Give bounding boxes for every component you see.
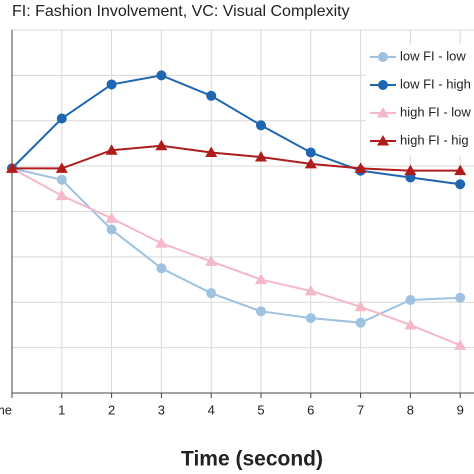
marker [155,237,168,248]
marker [455,179,466,190]
marker [206,288,217,299]
x-tick-label: 6 [307,402,314,417]
marker [454,164,467,176]
series-line [11,74,461,186]
marker [305,313,316,324]
marker [255,151,267,162]
x-tick-label: 8 [407,402,414,417]
marker [106,79,117,90]
marker [377,135,389,146]
marker [55,162,68,173]
marker [155,139,168,151]
series-line [11,167,461,347]
marker [205,146,218,158]
chart-title: FI: Fashion Involvement, VC: Visual Comp… [12,3,350,20]
marker [205,255,218,266]
series-line [11,167,461,324]
x-axis-title: Time (second) [181,448,323,471]
x-tick-label: 9 [457,402,464,417]
legend-label: high FI - hig [400,132,469,147]
marker [378,80,388,90]
x-tick-label: 1 [58,402,65,417]
x-tick-label: 4 [208,402,215,417]
marker [404,318,417,330]
marker [405,294,416,305]
marker [156,263,167,274]
x-tick-label: 2 [108,402,115,417]
marker [56,174,67,185]
marker [354,162,367,173]
legend-label: low FI - low [400,48,466,63]
marker [305,147,316,158]
marker [56,113,67,124]
marker [377,107,389,118]
marker [156,70,167,81]
series-line [12,144,461,172]
marker [255,273,267,285]
x-tick-label: 3 [158,402,165,417]
marker [106,224,117,235]
x-tick-label: 5 [257,402,264,417]
marker [404,164,417,176]
marker [304,157,317,169]
legend-label: low FI - high [400,76,471,91]
marker [105,144,118,155]
marker [304,284,317,296]
marker [55,189,68,201]
marker [354,300,367,312]
marker [105,212,118,223]
marker [206,90,217,101]
marker [355,317,366,328]
x-tick-label: me [0,402,12,417]
marker [455,292,466,303]
marker [6,162,18,173]
marker [454,339,467,350]
legend-label: high FI - low [400,104,471,119]
x-tick-label: 7 [357,402,364,417]
marker [256,306,266,317]
marker [378,52,388,62]
marker [256,120,266,131]
